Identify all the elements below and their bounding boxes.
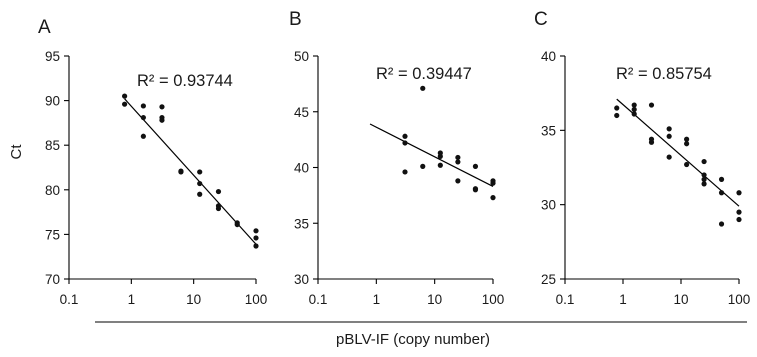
x-tick-label: 10	[673, 292, 688, 307]
data-point	[402, 169, 408, 175]
y-axis-title: Ct	[8, 144, 25, 160]
panel-letter: B	[289, 9, 302, 30]
r-squared-label: R² = 0.93744	[137, 72, 233, 90]
r-squared-label: R² = 0.85754	[616, 65, 712, 83]
y-tick-label: 45	[294, 105, 309, 120]
x-tick-label: 0.1	[556, 292, 575, 307]
data-point	[197, 180, 203, 187]
data-point	[159, 117, 165, 123]
trend-line	[616, 98, 740, 207]
x-tick-label: 1	[619, 292, 627, 307]
data-point	[701, 158, 707, 165]
data-point	[472, 187, 479, 193]
y-tick-label: 95	[45, 49, 60, 64]
data-point	[666, 154, 672, 160]
x-axis-title: pBLV-IF (copy number)	[336, 331, 490, 348]
x-tick-label: 0.1	[60, 292, 79, 307]
x-tick-label: 100	[245, 292, 268, 307]
data-point	[631, 111, 637, 117]
x-tick-label: 0.1	[309, 292, 328, 307]
data-point	[684, 136, 690, 142]
data-point	[140, 114, 146, 121]
y-tick-label: 90	[45, 94, 60, 109]
data-point	[701, 181, 707, 187]
r-squared-label: R² = 0.39447	[376, 65, 472, 83]
panel-letter: A	[38, 17, 51, 38]
chart-panels: A 70 75 80 85 90 95 0.1 1 10 100 R² = 0.93744 B 30 35 4…	[38, 9, 750, 307]
data-point	[178, 169, 184, 175]
data-point	[631, 102, 637, 108]
y-tick-label: 40	[541, 49, 556, 64]
data-point	[215, 188, 222, 195]
data-point	[253, 243, 259, 249]
data-point	[666, 126, 672, 132]
data-point	[684, 141, 690, 147]
y-tick-label: 30	[294, 272, 309, 287]
data-point	[140, 133, 146, 139]
x-tick-label: 1	[373, 292, 381, 307]
data-point	[253, 235, 259, 241]
y-tick-label: 80	[45, 183, 60, 198]
data-point	[420, 85, 426, 91]
panel-A: A 70 75 80 85 90 95 0.1 1 10 100 R² = 0.93744	[38, 17, 267, 307]
data-point	[455, 159, 461, 165]
data-point	[736, 190, 742, 196]
x-tick-label: 1	[128, 292, 136, 307]
data-point	[701, 172, 707, 178]
data-point	[631, 106, 637, 113]
data-point	[437, 162, 443, 168]
data-point	[490, 195, 496, 201]
y-tick-label: 75	[45, 227, 60, 242]
data-point	[122, 101, 128, 107]
data-point	[472, 163, 479, 169]
y-tick-label: 70	[45, 272, 60, 287]
data-point	[455, 154, 461, 161]
data-point	[197, 191, 203, 197]
data-point	[122, 93, 128, 99]
data-point	[455, 178, 461, 184]
data-point	[648, 102, 655, 108]
y-tick-label: 35	[541, 123, 556, 138]
data-point	[140, 103, 146, 109]
data-point	[437, 153, 443, 159]
trend-line	[124, 98, 257, 245]
trend-line	[369, 123, 494, 187]
panel-C: C 25 30 35 40 0.1 1 10 100 R² = 0.85754	[534, 9, 750, 307]
data-point	[648, 139, 655, 145]
data-point	[234, 221, 240, 228]
data-point	[614, 112, 620, 119]
x-tick-label: 100	[482, 292, 505, 307]
x-tick-label: 10	[186, 292, 201, 307]
panel-letter: C	[534, 9, 548, 30]
data-point	[215, 205, 222, 212]
x-tick-label: 10	[427, 292, 442, 307]
data-point	[736, 209, 742, 215]
y-tick-label: 85	[45, 138, 60, 153]
data-point	[402, 133, 408, 139]
data-point	[666, 133, 672, 139]
y-tick-label: 30	[541, 198, 556, 213]
y-tick-label: 25	[541, 272, 556, 287]
panel-B: B 30 35 40 45 50 0.1 1 10 100 R² = 0.39447	[289, 9, 504, 307]
data-point	[253, 228, 259, 234]
data-point	[736, 216, 742, 223]
data-point	[718, 176, 725, 182]
data-point	[701, 176, 707, 182]
y-tick-label: 50	[294, 49, 309, 64]
x-tick-label: 100	[728, 292, 751, 307]
data-point	[490, 180, 496, 186]
data-point	[684, 161, 690, 168]
data-point	[197, 169, 203, 175]
y-tick-label: 35	[294, 216, 309, 231]
data-point	[718, 190, 725, 196]
data-point	[718, 221, 725, 227]
data-point	[614, 105, 620, 111]
data-point	[420, 163, 426, 169]
data-point	[402, 140, 408, 146]
data-point	[159, 104, 165, 110]
y-tick-label: 40	[294, 161, 309, 176]
